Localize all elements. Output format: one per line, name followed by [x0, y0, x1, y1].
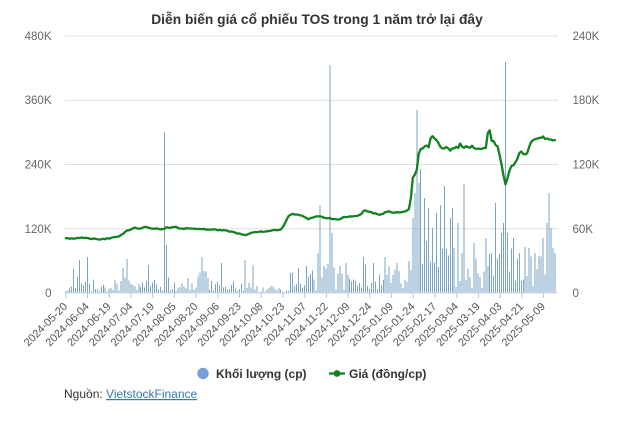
svg-text:Diễn biến giá cổ phiếu TOS tro: Diễn biến giá cổ phiếu TOS trong 1 năm t… [151, 11, 483, 27]
svg-text:120K: 120K [573, 160, 600, 172]
svg-text:120K: 120K [25, 224, 52, 236]
svg-text:180K: 180K [573, 95, 600, 107]
svg-text:240K: 240K [573, 31, 600, 43]
svg-text:480K: 480K [25, 31, 52, 43]
svg-text:Nguồn: VietstockFinance: Nguồn: VietstockFinance [64, 387, 198, 401]
svg-text:Giá (đồng/cp): Giá (đồng/cp) [349, 367, 426, 381]
svg-text:240K: 240K [25, 160, 52, 172]
svg-text:Khối lượng (cp): Khối lượng (cp) [216, 367, 307, 381]
svg-text:0: 0 [573, 288, 579, 300]
svg-text:60K: 60K [573, 224, 594, 236]
svg-text:360K: 360K [25, 95, 52, 107]
svg-text:0: 0 [45, 288, 51, 300]
